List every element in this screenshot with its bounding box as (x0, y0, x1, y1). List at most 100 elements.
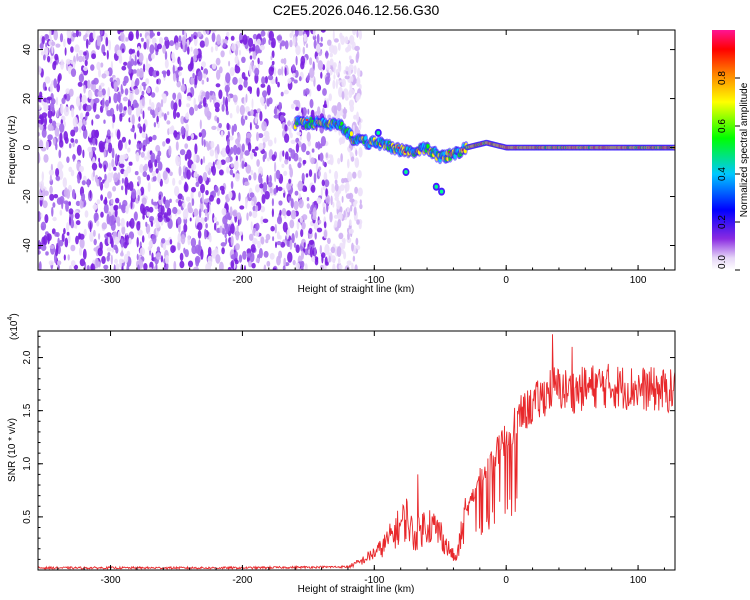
noise-speckle (356, 93, 361, 100)
noise-speckle (146, 211, 150, 217)
noise-speckle (161, 70, 167, 75)
noise-speckle (107, 87, 111, 98)
noise-speckle (79, 233, 85, 240)
noise-speckle (215, 107, 220, 113)
noise-speckle (322, 201, 326, 209)
noise-speckle (234, 65, 241, 74)
noise-speckle (115, 263, 120, 270)
noise-speckle (156, 31, 161, 36)
noise-speckle (178, 60, 182, 67)
noise-speckle (49, 244, 55, 249)
noise-speckle (141, 235, 145, 243)
noise-speckle (157, 215, 163, 223)
noise-speckle (277, 68, 282, 76)
noise-speckle (325, 50, 329, 59)
noise-speckle (137, 46, 141, 52)
noise-speckle (155, 168, 159, 174)
noise-speckle (71, 107, 75, 118)
noise-speckle (220, 130, 224, 138)
noise-speckle (345, 66, 349, 72)
noise-speckle (189, 217, 192, 222)
noise-speckle (155, 86, 160, 93)
noise-speckle (218, 169, 224, 176)
noise-speckle (256, 159, 260, 167)
noise-speckle (59, 132, 63, 143)
noise-speckle (270, 78, 276, 84)
noise-speckle (284, 67, 287, 77)
noise-speckle (96, 61, 101, 71)
noise-speckle (320, 187, 323, 198)
noise-speckle (70, 169, 75, 177)
noise-speckle (314, 232, 317, 240)
noise-speckle (200, 158, 203, 165)
snr-frame (37, 330, 676, 571)
noise-speckle (164, 36, 169, 41)
noise-speckle (274, 137, 277, 144)
noise-speckle (293, 242, 297, 248)
noise-speckle (244, 181, 250, 186)
noise-speckle (158, 194, 162, 201)
noise-speckle (63, 254, 66, 261)
noise-speckle (313, 172, 317, 184)
noise-speckle (53, 78, 57, 89)
noise-speckle (310, 184, 316, 193)
noise-speckle (254, 117, 258, 124)
noise-speckle (98, 175, 101, 187)
noise-speckle (323, 171, 328, 182)
noise-speckle (291, 30, 294, 36)
noise-speckle (297, 30, 304, 36)
noise-speckle (83, 51, 87, 56)
noise-speckle (129, 218, 135, 229)
noise-speckle (274, 106, 278, 116)
noise-speckle (54, 127, 60, 137)
noise-speckle (251, 148, 256, 154)
snr-scale-label: (x104) (7, 313, 20, 340)
noise-speckle (142, 145, 146, 152)
noise-speckle (173, 130, 178, 138)
noise-speckle (44, 214, 49, 224)
noise-speckle (47, 109, 53, 119)
noise-speckle (288, 178, 292, 184)
noise-speckle (116, 129, 121, 140)
noise-speckle (186, 135, 192, 141)
noise-speckle (182, 77, 185, 86)
noise-speckle (107, 236, 111, 245)
noise-speckle (75, 235, 79, 245)
noise-speckle (301, 250, 304, 260)
noise-speckle (202, 171, 208, 182)
noise-speckle (276, 35, 282, 41)
noise-speckle (103, 119, 106, 124)
noise-speckle (115, 216, 121, 224)
noise-speckle (266, 98, 270, 107)
noise-speckle (201, 128, 207, 138)
ridge-cell (453, 153, 457, 159)
noise-speckle (136, 50, 140, 58)
noise-speckle (39, 42, 44, 50)
noise-speckle (113, 204, 119, 211)
noise-speckle (230, 146, 234, 155)
noise-speckle (103, 264, 109, 270)
noise-speckle (139, 33, 142, 38)
noise-speckle (253, 151, 257, 157)
noise-speckle (169, 239, 173, 245)
noise-speckle (264, 76, 268, 84)
noise-speckle (170, 245, 176, 254)
noise-speckle (150, 155, 154, 164)
noise-speckle (59, 196, 65, 205)
noise-speckle (195, 181, 200, 187)
noise-speckle (204, 228, 207, 240)
noise-speckle (336, 246, 342, 258)
noise-speckle (206, 143, 210, 151)
noise-speckle (255, 205, 259, 212)
y-tick-label: 1.5 (22, 403, 33, 417)
noise-speckle (357, 169, 362, 179)
noise-speckle (46, 233, 52, 242)
noise-speckle (256, 108, 261, 114)
noise-speckle (57, 237, 60, 247)
noise-speckle (139, 247, 145, 256)
noise-speckle (106, 50, 109, 60)
noise-speckle (253, 239, 257, 245)
noise-speckle (226, 166, 230, 174)
noise-speckle (108, 96, 111, 104)
noise-speckle (333, 38, 339, 43)
